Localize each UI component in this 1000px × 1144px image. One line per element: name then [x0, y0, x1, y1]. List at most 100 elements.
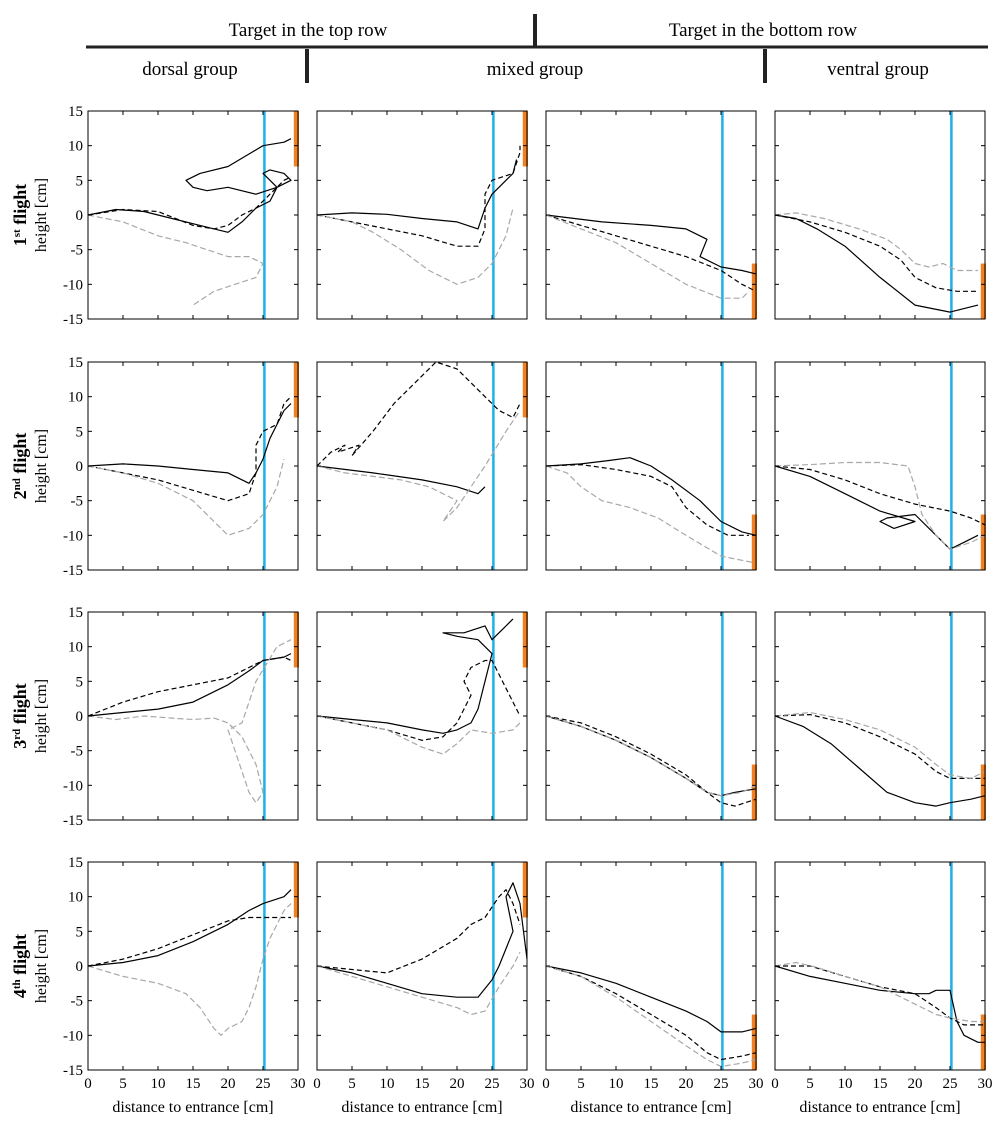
trajectory-grey: [545, 965, 757, 1068]
row-title: 1st flight: [10, 184, 30, 246]
row-label-2: 2nd flight height [cm]: [10, 429, 50, 503]
trajectory-grey: [316, 715, 521, 755]
row-word: flight: [10, 683, 30, 729]
trajectory-dashed: [775, 965, 985, 1026]
x-tick-label: 0: [84, 1076, 92, 1092]
row-title: 4th flight: [10, 934, 30, 998]
y-tick-label: -5: [71, 494, 84, 510]
panel-frame: [774, 861, 986, 1071]
x-tick-label: 15: [873, 1076, 888, 1092]
y-tick-label: -5: [71, 243, 84, 259]
trajectory-solid: [87, 403, 292, 484]
trajectory-grey: [774, 961, 985, 1023]
x-tick-label: 30: [749, 1076, 764, 1092]
panel-r2-c3: [545, 361, 757, 571]
header-group-dorsal: dorsal group: [142, 59, 238, 80]
x-tick-label: 10: [838, 1076, 853, 1092]
x-tick-label: 20: [908, 1076, 923, 1092]
trajectory-grey: [774, 711, 986, 780]
y-tick-label: 0: [76, 208, 84, 224]
y-tick-label: -10: [63, 528, 83, 544]
x-tick-label: 25: [714, 1076, 729, 1092]
x-tick-label: 5: [119, 1076, 127, 1092]
trajectory-solid: [545, 965, 757, 1033]
row-ordinal: th: [11, 979, 23, 989]
y-tick-label: -15: [63, 1063, 83, 1079]
row-word: flight: [10, 934, 30, 980]
panel-frame: [774, 611, 986, 821]
trajectory-grey: [545, 214, 750, 299]
target-bar: [751, 1014, 757, 1070]
panel-r3-c3: [545, 611, 757, 821]
y-tick-label: -10: [63, 1028, 83, 1044]
trajectory-grey: [774, 212, 978, 272]
y-axis-label: height [cm]: [33, 429, 50, 503]
trajectory-grey: [87, 639, 292, 804]
panel-r4-c1: 0 5 10 15 20 25 30 15 10 5 0 -5 -10 -15 distance to en…: [63, 855, 306, 1116]
trajectory-dashed: [87, 916, 291, 967]
x-tick-label: 5: [348, 1076, 356, 1092]
panel-frame: [316, 110, 528, 320]
panel-frame: [545, 611, 757, 821]
trajectory-grey: [774, 461, 986, 550]
header-group-mixed: mixed group: [487, 59, 584, 80]
trajectory-solid: [316, 465, 486, 495]
row-title: 2nd flight: [10, 433, 30, 500]
panel-r1-c4: [774, 110, 986, 320]
panel-frame: [87, 110, 299, 320]
x-tick-label: 25: [485, 1076, 500, 1092]
y-tick-label: 0: [76, 959, 84, 975]
panel-r2-c2: [316, 361, 528, 571]
row-ordinal: rd: [11, 729, 23, 740]
x-axis-label: distance to entrance [cm]: [799, 1099, 960, 1116]
target-bar: [522, 612, 528, 668]
panel-r3-c1: 15 10 5 0 -5 -10 -15: [63, 605, 299, 829]
x-tick-label: 15: [186, 1076, 201, 1092]
y-tick-label: -5: [71, 994, 84, 1010]
x-tick-label: 20: [450, 1076, 465, 1092]
panel-r2-c4: [774, 361, 986, 571]
trajectory-dashed: [87, 176, 292, 230]
panel-frame: [545, 861, 757, 1071]
y-tick-label: -10: [63, 778, 83, 794]
y-tick-label: 0: [76, 459, 84, 475]
row-word: flight: [10, 433, 30, 479]
panel-r4-c4: 0 5 10 15 20 25 30 distance to entrance [cm]: [771, 861, 993, 1116]
trajectory-dashed: [774, 214, 978, 292]
x-axis-label: distance to entrance [cm]: [112, 1099, 273, 1116]
y-axis-label: height [cm]: [33, 679, 50, 753]
target-bar: [751, 764, 757, 820]
row-number: 1: [10, 237, 30, 246]
header-top-left: Target in the top row: [229, 20, 388, 41]
panel-frame: [87, 611, 299, 821]
x-tick-label: 0: [771, 1076, 779, 1092]
x-tick-label: 5: [806, 1076, 814, 1092]
trajectory-dashed: [316, 145, 521, 247]
x-tick-label: 5: [577, 1076, 585, 1092]
header-group-ventral: ventral group: [827, 59, 929, 80]
panel-r1-c2: [316, 110, 528, 320]
x-tick-label: 0: [313, 1076, 321, 1092]
trajectory-solid: [316, 159, 518, 230]
x-axis-label: distance to entrance [cm]: [341, 1099, 502, 1116]
trajectory-grey: [316, 951, 521, 1016]
panel-frame: [316, 361, 528, 571]
panel-frame: [87, 361, 299, 571]
trajectory-solid: [87, 653, 292, 717]
target-bar: [522, 111, 528, 167]
y-tick-label: 0: [76, 709, 84, 725]
target-bar: [293, 862, 299, 918]
trajectory-solid: [87, 138, 292, 233]
panel-r2-c1: 15 10 5 0 -5 -10 -15: [63, 355, 299, 579]
trajectory-dashed: [316, 659, 521, 741]
trajectory-grey: [87, 458, 285, 536]
trajectory-solid: [545, 457, 757, 536]
y-tick-label: 15: [68, 605, 83, 621]
target-bar: [980, 514, 986, 570]
trajectory-grey: [545, 715, 757, 797]
trajectory-dashed: [316, 889, 521, 974]
trajectory-grey: [87, 903, 292, 1036]
y-tick-label: -15: [63, 813, 83, 829]
target-bar: [293, 612, 299, 668]
